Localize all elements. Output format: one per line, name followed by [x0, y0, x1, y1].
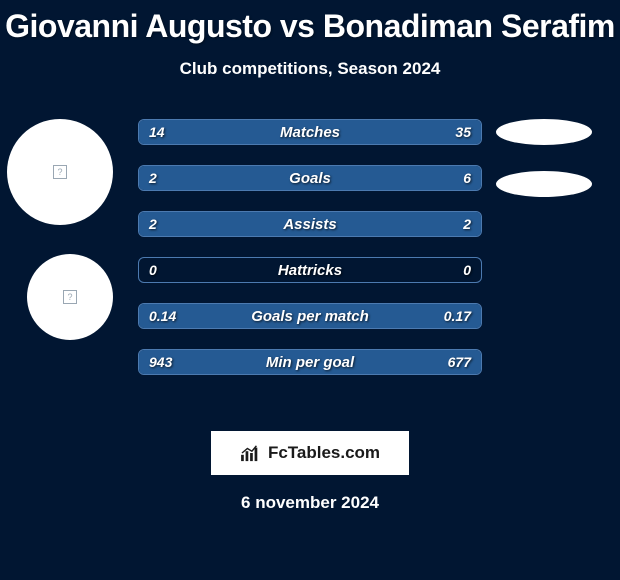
date-label: 6 november 2024: [0, 493, 620, 513]
image-placeholder-icon: ?: [63, 290, 77, 304]
subtitle: Club competitions, Season 2024: [0, 59, 620, 79]
stat-label: Matches: [139, 120, 481, 144]
comparison-stage: ? ? 1435Matches 26Goals 22Assists 00Hattric…: [0, 119, 620, 419]
image-placeholder-icon: ?: [53, 165, 67, 179]
club2-disc: [496, 171, 592, 197]
fctables-logo-icon: [240, 444, 262, 462]
branding-text: FcTables.com: [268, 443, 380, 463]
stat-row: 1435Matches: [138, 119, 482, 145]
stat-row: 00Hattricks: [138, 257, 482, 283]
stat-label: Min per goal: [139, 350, 481, 374]
stats-bars: 1435Matches 26Goals 22Assists 00Hattricks 0.…: [138, 119, 482, 395]
stat-row: 26Goals: [138, 165, 482, 191]
branding-badge: FcTables.com: [211, 431, 409, 475]
player1-avatar: ?: [7, 119, 113, 225]
stat-label: Assists: [139, 212, 481, 236]
player2-avatar: ?: [27, 254, 113, 340]
stat-label: Hattricks: [139, 258, 481, 282]
page-title: Giovanni Augusto vs Bonadiman Serafim: [0, 0, 620, 45]
stat-row: 22Assists: [138, 211, 482, 237]
stat-row: 0.140.17Goals per match: [138, 303, 482, 329]
stat-label: Goals per match: [139, 304, 481, 328]
stat-row: 943677Min per goal: [138, 349, 482, 375]
club1-disc: [496, 119, 592, 145]
stat-label: Goals: [139, 166, 481, 190]
